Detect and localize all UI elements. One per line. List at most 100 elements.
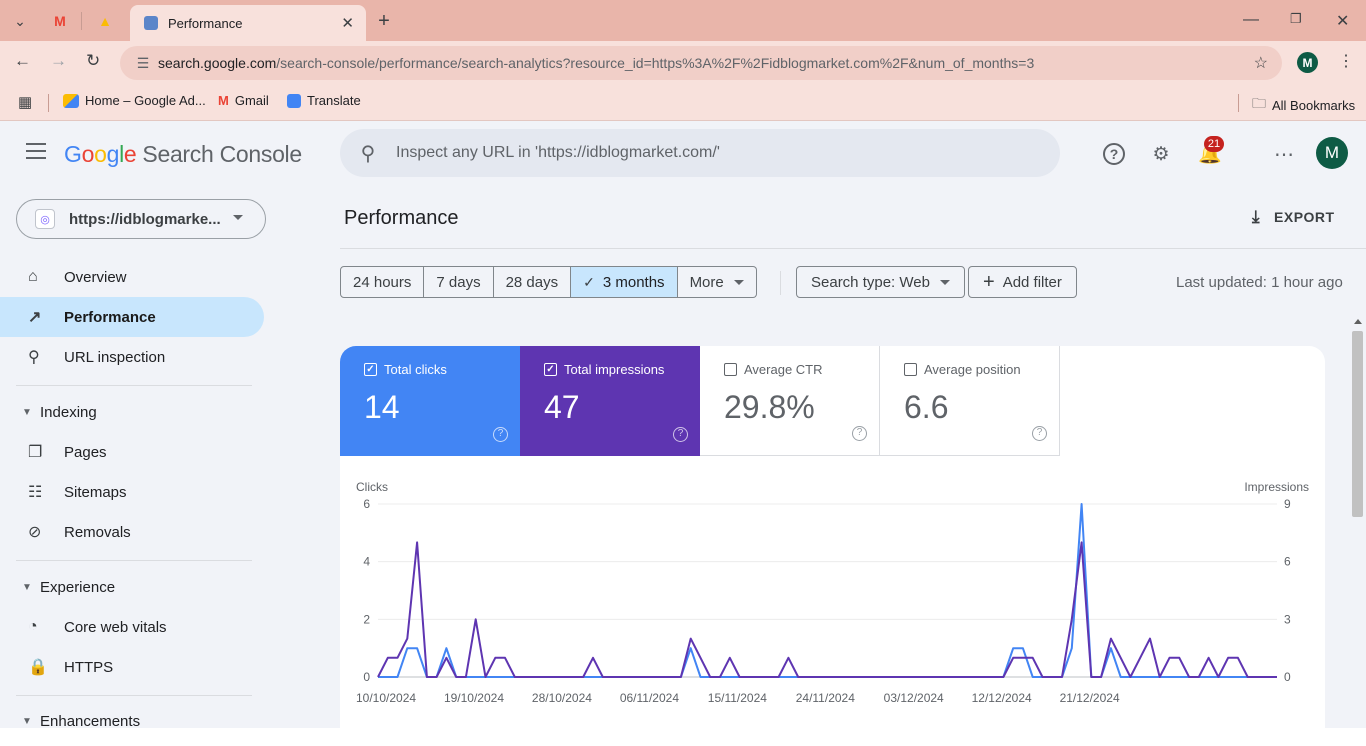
scrollbar-thumb[interactable] [1352, 331, 1363, 517]
chip-28-days[interactable]: 28 days [494, 266, 572, 298]
tab-title: Performance [168, 16, 242, 31]
chip-24-hours[interactable]: 24 hours [340, 266, 424, 298]
metric-total-clicks[interactable]: ✓ Total clicks 14 ? [340, 346, 520, 456]
x-tick-label: 03/12/2024 [884, 691, 944, 705]
gmail-pinned-tab-icon[interactable]: M [49, 10, 71, 32]
chevron-down-icon [940, 280, 950, 285]
sidebar-item-pages[interactable]: ❐ Pages [0, 432, 264, 472]
date-range-chips: 24 hours 7 days 28 days ✓ 3 months More [340, 266, 757, 298]
y-tick-label-left: 4 [363, 555, 370, 569]
metric-value: 29.8% [724, 389, 879, 426]
checkbox-checked-icon[interactable]: ✓ [544, 363, 557, 376]
new-tab-icon[interactable]: + [371, 8, 397, 34]
google-apps-icon[interactable]: ⋯ [1271, 141, 1297, 167]
bookmarks-bar: ▦ Home – Google Ad... M Gmail Translate … [0, 84, 1366, 121]
restore-icon[interactable]: ❐ [1290, 11, 1302, 27]
browser-menu-icon[interactable]: ⋮ [1338, 51, 1354, 71]
url-text: search.google.com/search-console/perform… [158, 55, 1034, 71]
notifications-badge: 21 [1204, 136, 1224, 152]
bookmark-star-icon[interactable]: ☆ [1254, 53, 1268, 73]
help-icon[interactable]: ? [493, 427, 508, 442]
back-icon[interactable]: ← [14, 51, 31, 71]
help-icon[interactable]: ? [1032, 426, 1047, 441]
filter-separator [780, 271, 781, 295]
y-tick-label-right: 0 [1284, 670, 1291, 684]
sidebar-item-core-web-vitals[interactable]: ◔ Core web vitals [0, 607, 264, 647]
active-tab[interactable]: Performance ✕ [130, 5, 366, 41]
x-tick-label: 28/10/2024 [532, 691, 592, 705]
sidebar-section-enhancements[interactable]: ▼ Enhancements [0, 701, 264, 741]
metric-average-ctr[interactable]: Average CTR 29.8% ? [700, 346, 880, 456]
performance-chart[interactable]: Clicks Impressions 0 0 2 3 4 6 6 9 10/10/2024 19/10… [340, 466, 1325, 746]
checkbox-checked-icon[interactable]: ✓ [364, 363, 377, 376]
minimize-icon[interactable]: — [1243, 11, 1259, 29]
sidebar-section-indexing[interactable]: ▼ Indexing [0, 392, 264, 432]
page-title: Performance [344, 207, 459, 230]
pages-icon: ❐ [0, 442, 64, 462]
scroll-up-arrow-icon[interactable] [1354, 319, 1362, 324]
series-line-impressions [378, 542, 1277, 677]
search-console-favicon-icon [144, 16, 158, 30]
bookmark-gmail[interactable]: M Gmail [218, 93, 269, 108]
y-axis-label-left: Clicks [356, 480, 388, 494]
checkbox-unchecked-icon[interactable] [724, 363, 737, 376]
close-window-icon[interactable]: ✕ [1336, 11, 1349, 31]
sidebar-item-overview[interactable]: ⌂ Overview [0, 257, 264, 297]
manage-users-icon[interactable]: ⚙ [1148, 141, 1174, 167]
sidebar-item-performance[interactable]: ↗ Performance [0, 297, 264, 337]
page-scrollbar[interactable] [1350, 319, 1366, 728]
property-selector[interactable]: ◎ https://idblogmarke... [16, 199, 266, 239]
help-icon[interactable]: ? [673, 427, 688, 442]
google-search-console-logo[interactable]: Google Search Console [64, 141, 302, 168]
sidebar: ◎ https://idblogmarke... ⌂ Overview ↗ Pe… [0, 185, 270, 728]
metric-value: 47 [544, 389, 700, 426]
address-bar[interactable]: ☰ search.google.com/search-console/perfo… [120, 46, 1282, 80]
help-button[interactable]: ? [1101, 141, 1127, 167]
x-tick-label: 10/10/2024 [356, 691, 416, 705]
help-icon[interactable]: ? [852, 426, 867, 441]
chip-3-months[interactable]: ✓ 3 months [571, 266, 677, 298]
collapse-triangle-icon: ▼ [0, 582, 40, 593]
reload-icon[interactable]: ↻ [86, 51, 100, 71]
bookmark-google-ads[interactable]: Home – Google Ad... [63, 93, 206, 108]
search-icon: ⚲ [0, 347, 64, 367]
close-tab-icon[interactable]: ✕ [341, 14, 354, 32]
metric-average-position[interactable]: Average position 6.6 ? [880, 346, 1060, 456]
chip-7-days[interactable]: 7 days [424, 266, 493, 298]
metric-total-impressions[interactable]: ✓ Total impressions 47 ? [520, 346, 700, 456]
tab-search-chevron-icon[interactable]: ⌄ [7, 8, 33, 34]
url-inspection-input[interactable] [396, 144, 996, 162]
x-tick-label: 12/12/2024 [972, 691, 1032, 705]
sidebar-divider [16, 560, 252, 561]
x-tick-label: 19/10/2024 [444, 691, 504, 705]
add-filter-button[interactable]: + Add filter [968, 266, 1077, 298]
globe-icon: ◎ [35, 209, 55, 229]
main-menu-icon[interactable] [26, 143, 46, 159]
all-bookmarks[interactable]: 🗀 All Bookmarks [1252, 93, 1355, 117]
y-tick-label-left: 2 [363, 612, 370, 626]
sidebar-section-experience[interactable]: ▼ Experience [0, 567, 264, 607]
removals-icon: ⊘ [0, 522, 64, 542]
site-info-icon[interactable]: ☰ [128, 55, 158, 72]
browser-profile-avatar[interactable]: M [1297, 52, 1318, 73]
bookmark-divider [48, 94, 49, 112]
sidebar-item-url-inspection[interactable]: ⚲ URL inspection [0, 337, 264, 377]
sidebar-item-https[interactable]: 🔒 HTTPS [0, 647, 264, 687]
bookmark-divider [1238, 94, 1239, 112]
account-avatar[interactable]: M [1316, 137, 1348, 169]
sidebar-item-sitemaps[interactable]: ☷ Sitemaps [0, 472, 264, 512]
search-type-filter[interactable]: Search type: Web [796, 266, 965, 298]
chip-more[interactable]: More [678, 266, 757, 298]
x-tick-label: 06/11/2024 [620, 691, 679, 705]
forward-icon[interactable]: → [50, 51, 67, 71]
apps-grid-icon[interactable]: ▦ [18, 93, 32, 111]
collapse-triangle-icon: ▼ [0, 716, 40, 727]
export-button[interactable]: ⤓ EXPORT [1252, 207, 1335, 227]
y-tick-label-right: 6 [1284, 555, 1291, 569]
google-ads-pinned-tab-icon[interactable]: ▲ [94, 10, 116, 32]
checkbox-unchecked-icon[interactable] [904, 363, 917, 376]
bookmark-translate[interactable]: Translate [287, 93, 361, 108]
sidebar-item-removals[interactable]: ⊘ Removals [0, 512, 264, 552]
y-tick-label-right: 3 [1284, 612, 1291, 626]
url-inspection-search[interactable]: ⚲ [340, 129, 1060, 177]
